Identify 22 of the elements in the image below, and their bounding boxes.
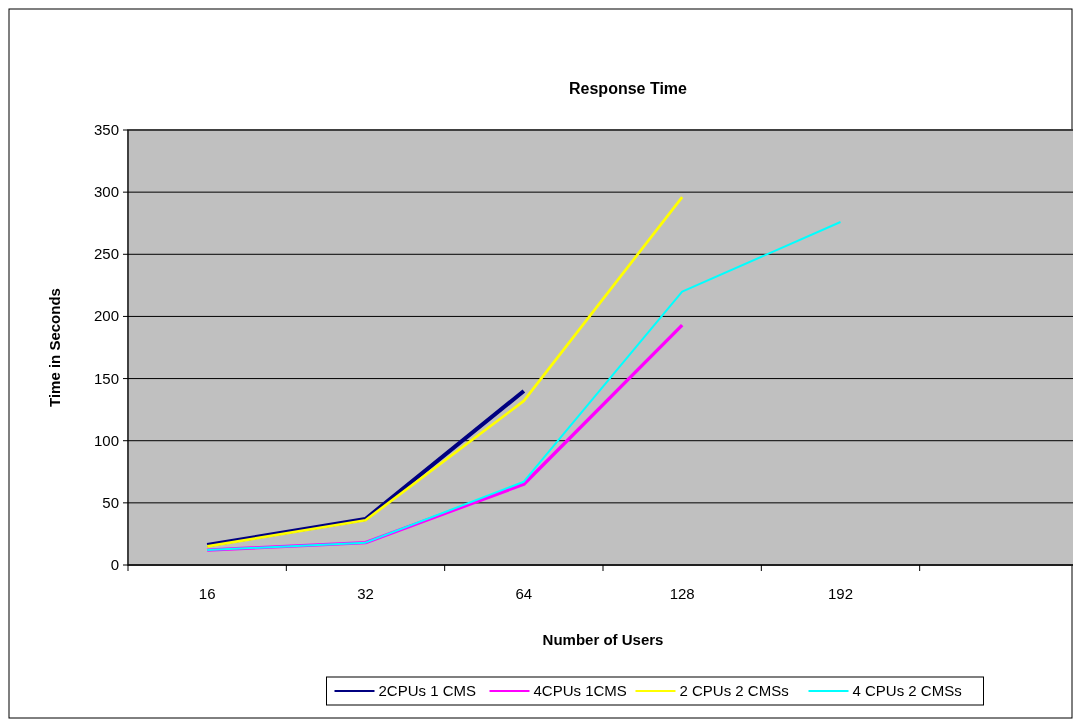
chart-title: Response Time (569, 80, 688, 97)
legend-label: 2 CPUs 2 CMSs (679, 682, 789, 699)
x-tick-label: 32 (357, 585, 374, 602)
line-series (205, 195, 684, 548)
y-axis-title: Time in Seconds (46, 288, 63, 407)
legend-label: 2CPUs 1 CMS (378, 682, 477, 699)
y-tick-label: 100 (93, 431, 119, 449)
y-tick-label: 200 (93, 307, 119, 325)
x-tick-label: 192 (827, 585, 854, 602)
x-tick-label: 128 (669, 585, 695, 602)
y-tick-label: 0 (110, 556, 119, 573)
y-tick-label: 300 (93, 183, 119, 201)
y-tick-label: 350 (93, 121, 119, 138)
y-tick-label: 250 (93, 245, 119, 263)
legend-label: 4 CPUs 2 CMSs (852, 682, 962, 699)
line-series (206, 220, 842, 552)
y-tick-label: 150 (93, 369, 119, 387)
x-tick-label: 16 (198, 585, 216, 602)
y-tick-label: 50 (102, 493, 119, 511)
x-tick-label: 64 (515, 585, 533, 602)
x-axis-title: Number of Users (542, 631, 664, 648)
legend-label: 4CPUs 1CMS (533, 682, 627, 699)
